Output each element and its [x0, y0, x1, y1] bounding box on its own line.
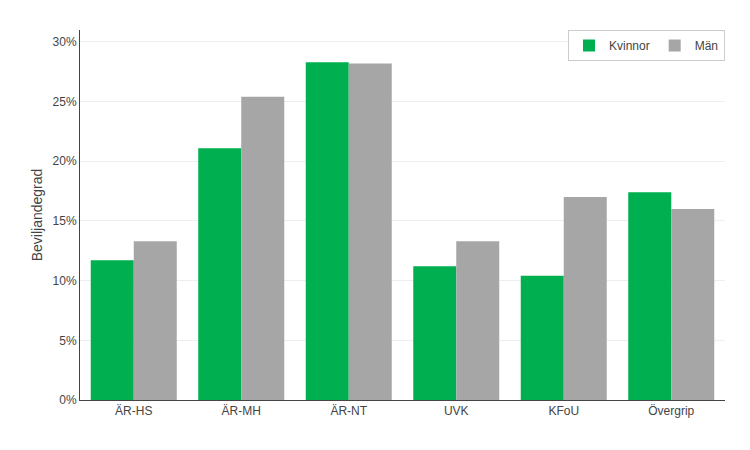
svg-text:ÄR-NT: ÄR-NT [330, 404, 367, 418]
svg-text:25%: 25% [53, 95, 77, 109]
svg-text:Beviljandegrad: Beviljandegrad [29, 169, 45, 262]
svg-text:Kvinnor: Kvinnor [609, 39, 650, 53]
svg-text:ÄR-HS: ÄR-HS [115, 404, 152, 418]
svg-text:0%: 0% [59, 393, 77, 407]
svg-text:Övergrip: Övergrip [648, 404, 694, 418]
svg-text:ÄR-MH: ÄR-MH [222, 404, 261, 418]
svg-text:30%: 30% [53, 35, 77, 49]
svg-text:15%: 15% [53, 214, 77, 228]
svg-text:KFoU: KFoU [548, 404, 579, 418]
svg-text:10%: 10% [53, 274, 77, 288]
svg-text:UVK: UVK [444, 404, 469, 418]
svg-text:20%: 20% [53, 154, 77, 168]
svg-text:Män: Män [695, 39, 718, 53]
svg-text:5%: 5% [59, 334, 77, 348]
